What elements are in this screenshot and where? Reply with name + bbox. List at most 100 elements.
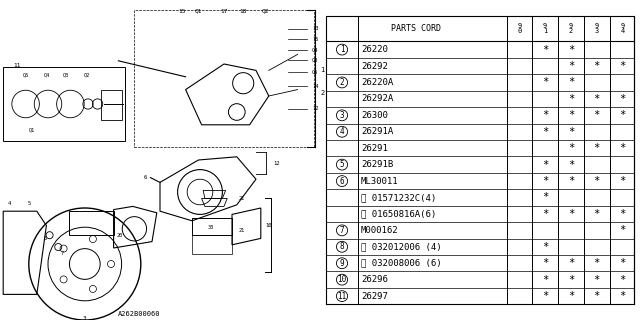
- Text: 26292: 26292: [361, 61, 388, 70]
- Text: Q3: Q3: [312, 58, 319, 63]
- Text: *: *: [593, 209, 600, 219]
- Text: *: *: [542, 44, 548, 55]
- Text: 6: 6: [340, 177, 344, 186]
- Text: *: *: [593, 143, 600, 153]
- Text: *: *: [593, 176, 600, 186]
- Text: *: *: [593, 258, 600, 268]
- Text: *: *: [593, 291, 600, 301]
- Text: 9
4: 9 4: [620, 23, 625, 34]
- Text: 26291: 26291: [361, 144, 388, 153]
- Text: *: *: [568, 110, 574, 120]
- Text: *: *: [542, 242, 548, 252]
- Text: 26220A: 26220A: [361, 78, 393, 87]
- Text: *: *: [593, 61, 600, 71]
- Text: 26300: 26300: [361, 111, 388, 120]
- Text: Q1: Q1: [195, 9, 202, 14]
- Text: 9
3: 9 3: [595, 23, 599, 34]
- Text: 9
0: 9 0: [517, 23, 522, 34]
- Text: 17: 17: [220, 9, 228, 14]
- Text: 26292A: 26292A: [361, 94, 393, 103]
- Text: *: *: [568, 127, 574, 137]
- Text: A262B00060: A262B00060: [118, 311, 160, 316]
- Text: *: *: [568, 291, 574, 301]
- Text: Q4: Q4: [312, 47, 319, 52]
- Text: *: *: [620, 258, 625, 268]
- Bar: [3, 67, 125, 141]
- Text: *: *: [568, 61, 574, 71]
- Text: ML30011: ML30011: [361, 177, 399, 186]
- Text: *: *: [568, 143, 574, 153]
- Text: *: *: [620, 225, 625, 236]
- Text: Q2: Q2: [262, 9, 269, 14]
- Text: Ⓑ 01571232C(4): Ⓑ 01571232C(4): [361, 193, 436, 202]
- Text: *: *: [620, 275, 625, 285]
- Text: *: *: [542, 176, 548, 186]
- Text: *: *: [620, 110, 625, 120]
- Text: *: *: [620, 291, 625, 301]
- Text: 14: 14: [312, 84, 319, 89]
- Text: 11: 11: [13, 63, 20, 68]
- Text: 26296: 26296: [361, 275, 388, 284]
- Text: 2: 2: [320, 90, 324, 96]
- Text: 13: 13: [312, 26, 319, 31]
- Text: 18: 18: [239, 9, 247, 14]
- Text: 26220: 26220: [361, 45, 388, 54]
- Text: 1: 1: [340, 45, 344, 54]
- Text: Ⓦ 032012006 (4): Ⓦ 032012006 (4): [361, 242, 442, 251]
- Text: *: *: [568, 275, 574, 285]
- Text: 21: 21: [239, 196, 244, 201]
- Text: *: *: [620, 176, 625, 186]
- Text: 4: 4: [8, 201, 12, 206]
- Text: 26297: 26297: [361, 292, 388, 300]
- Text: *: *: [542, 160, 548, 170]
- Text: 3: 3: [83, 316, 86, 320]
- Text: *: *: [542, 291, 548, 301]
- Text: 9: 9: [340, 259, 344, 268]
- Text: M000162: M000162: [361, 226, 399, 235]
- Text: Q4: Q4: [44, 73, 49, 78]
- Text: 21: 21: [239, 228, 244, 233]
- Text: 6: 6: [44, 236, 46, 241]
- Text: *: *: [593, 110, 600, 120]
- Text: 4: 4: [340, 127, 344, 136]
- Text: 9
1: 9 1: [543, 23, 547, 34]
- Text: *: *: [542, 110, 548, 120]
- Text: 7: 7: [340, 226, 344, 235]
- Text: 30: 30: [208, 225, 214, 230]
- Text: Ⓑ 01650816A(6): Ⓑ 01650816A(6): [361, 209, 436, 219]
- Text: 20: 20: [117, 233, 123, 238]
- Text: *: *: [542, 77, 548, 87]
- Text: 5: 5: [27, 201, 31, 206]
- Text: *: *: [568, 94, 574, 104]
- Text: Q3: Q3: [63, 73, 68, 78]
- Text: 10: 10: [337, 275, 347, 284]
- Text: 9
2: 9 2: [569, 23, 573, 34]
- Text: Q2: Q2: [83, 73, 90, 78]
- Text: *: *: [568, 258, 574, 268]
- Text: 7: 7: [61, 251, 64, 256]
- Text: *: *: [620, 209, 625, 219]
- Text: *: *: [568, 160, 574, 170]
- Text: 26291A: 26291A: [361, 127, 393, 136]
- Text: 8: 8: [340, 242, 344, 251]
- Text: 26291B: 26291B: [361, 160, 393, 169]
- Text: 1: 1: [320, 68, 324, 73]
- Text: *: *: [568, 209, 574, 219]
- Text: *: *: [593, 275, 600, 285]
- Text: *: *: [568, 176, 574, 186]
- Text: 6: 6: [144, 175, 147, 180]
- Text: Q5: Q5: [22, 73, 29, 78]
- Text: *: *: [568, 77, 574, 87]
- Text: PARTS CORD: PARTS CORD: [392, 24, 442, 33]
- Text: 12: 12: [274, 161, 280, 166]
- Text: 3: 3: [340, 111, 344, 120]
- Text: *: *: [620, 61, 625, 71]
- Text: Q1: Q1: [29, 127, 35, 132]
- Text: *: *: [593, 94, 600, 104]
- Text: *: *: [542, 209, 548, 219]
- Text: *: *: [568, 44, 574, 55]
- Text: *: *: [542, 275, 548, 285]
- Text: 5: 5: [340, 160, 344, 169]
- Text: 12: 12: [312, 106, 319, 111]
- Text: *: *: [542, 127, 548, 137]
